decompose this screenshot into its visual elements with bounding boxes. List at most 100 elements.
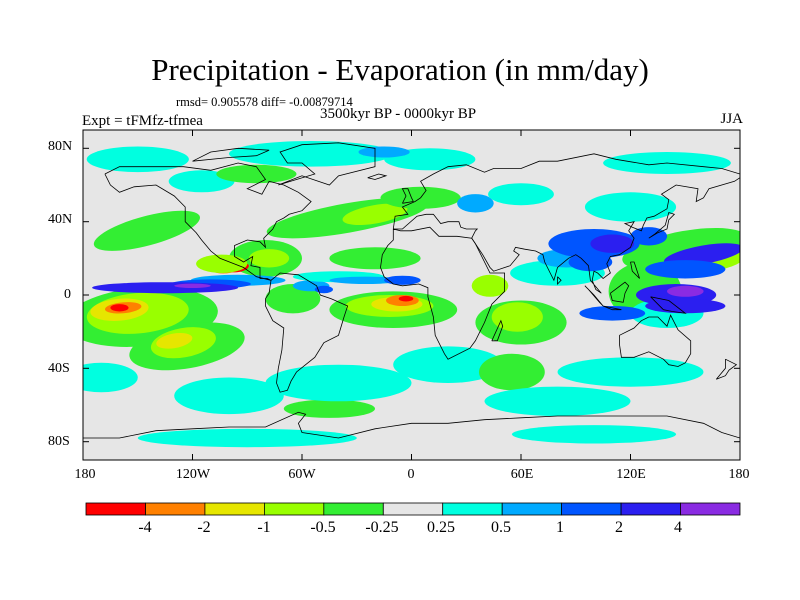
contour-region bbox=[491, 302, 543, 332]
contour-region bbox=[579, 306, 646, 321]
contour-region bbox=[511, 425, 677, 444]
lon-tick-label: 120W bbox=[175, 467, 211, 482]
colorbar-label: 4 bbox=[674, 519, 682, 536]
coastline bbox=[471, 177, 740, 294]
coastline bbox=[610, 281, 630, 303]
contour-region bbox=[568, 252, 613, 272]
coastline bbox=[602, 305, 622, 311]
stats-line: rmsd= 0.905578 diff= -0.00879714 bbox=[176, 95, 353, 109]
contour-region bbox=[457, 194, 494, 213]
lat-tick-label: 40S bbox=[48, 361, 70, 376]
contour-region bbox=[329, 247, 421, 270]
period-label: 3500kyr BP - 0000kyr BP bbox=[320, 106, 477, 122]
coastline bbox=[265, 272, 349, 393]
colorbar-swatch bbox=[501, 502, 563, 516]
coastline bbox=[401, 188, 414, 204]
contour-region bbox=[393, 346, 503, 384]
contour-region bbox=[83, 362, 138, 393]
contour-region bbox=[93, 210, 200, 251]
coastline bbox=[619, 314, 692, 367]
contour-region bbox=[384, 275, 421, 285]
coastline bbox=[557, 276, 562, 285]
contour-region bbox=[216, 164, 297, 184]
contour-region bbox=[479, 353, 545, 391]
contour-region bbox=[229, 141, 394, 167]
colorbar-swatch bbox=[204, 502, 265, 516]
axis-ticks bbox=[82, 130, 741, 460]
contour-region bbox=[484, 386, 631, 416]
colorbar-swatch bbox=[382, 502, 444, 516]
contour-region bbox=[249, 249, 290, 268]
contour-region bbox=[398, 295, 414, 302]
colorbar-label: -4 bbox=[138, 519, 152, 536]
colorbar-label: -1 bbox=[257, 519, 271, 536]
contour-region bbox=[137, 428, 357, 448]
contour-region bbox=[156, 332, 193, 349]
coastline bbox=[192, 147, 270, 162]
lon-tick-label: 180 bbox=[74, 467, 96, 482]
contour-region bbox=[329, 276, 403, 284]
contour-region bbox=[667, 285, 704, 297]
contour-region bbox=[342, 203, 408, 226]
contour-region bbox=[174, 377, 284, 415]
contour-region bbox=[358, 146, 410, 158]
coastline bbox=[491, 319, 504, 342]
contour-region bbox=[645, 298, 726, 314]
contour-region bbox=[265, 364, 412, 402]
colorbar-label: -0.25 bbox=[365, 519, 399, 536]
lat-tick-label: 0 bbox=[64, 287, 71, 302]
colorbar-swatch bbox=[561, 502, 622, 516]
coastline bbox=[278, 142, 376, 186]
contour-region bbox=[196, 254, 248, 273]
colorbar-swatch bbox=[620, 502, 681, 516]
contour-region bbox=[590, 234, 635, 253]
colorbar-swatch bbox=[145, 502, 206, 516]
experiment-label: Expt = tFMfz-tfmea bbox=[82, 113, 203, 129]
coastline bbox=[584, 285, 604, 307]
lon-tick-label: 180 bbox=[728, 467, 750, 482]
contour-region bbox=[471, 274, 509, 297]
lat-tick-label: 80S bbox=[48, 434, 70, 449]
coastline bbox=[367, 173, 388, 180]
coastline bbox=[650, 296, 687, 314]
lon-tick-label: 60W bbox=[288, 467, 316, 482]
colorbar-swatch bbox=[442, 502, 503, 516]
contour-region bbox=[645, 260, 726, 279]
lon-tick-label: 0 bbox=[407, 467, 415, 482]
contour-region bbox=[92, 282, 239, 294]
lat-tick-label: 80N bbox=[48, 139, 73, 154]
coastline bbox=[392, 153, 740, 230]
colorbar bbox=[85, 502, 741, 516]
contour-region bbox=[174, 283, 211, 288]
contour-region bbox=[265, 284, 321, 314]
coastline bbox=[393, 213, 479, 239]
colorbar-label: 1 bbox=[556, 519, 564, 536]
coastline bbox=[648, 211, 676, 239]
coastline bbox=[83, 411, 740, 439]
contour-region bbox=[557, 357, 704, 387]
lat-tick-label: 40N bbox=[48, 212, 73, 227]
coastlines bbox=[83, 142, 740, 439]
coastline bbox=[104, 162, 312, 281]
contour-region bbox=[630, 227, 668, 246]
colorbar-label: -0.5 bbox=[310, 519, 336, 536]
lon-tick-label: 120E bbox=[616, 467, 646, 482]
colorbar-swatch bbox=[263, 502, 325, 516]
colorbar-swatch bbox=[85, 502, 146, 516]
map-area bbox=[83, 130, 740, 460]
colorbar-label: 0.5 bbox=[491, 519, 511, 536]
contour-region bbox=[584, 192, 677, 222]
contour-region bbox=[283, 399, 375, 418]
colorbar-swatch bbox=[680, 502, 741, 516]
colorbar-label: 0.25 bbox=[427, 519, 455, 536]
pme-contour-field bbox=[83, 141, 740, 448]
contour-region bbox=[86, 146, 189, 173]
colorbar-label: -2 bbox=[197, 519, 211, 536]
colorbar-label: 2 bbox=[615, 519, 623, 536]
coastline bbox=[380, 226, 506, 360]
lon-tick-label: 60E bbox=[510, 467, 534, 482]
coastline bbox=[715, 358, 738, 380]
contour-region bbox=[488, 183, 554, 206]
colorbar-swatch bbox=[323, 502, 384, 516]
